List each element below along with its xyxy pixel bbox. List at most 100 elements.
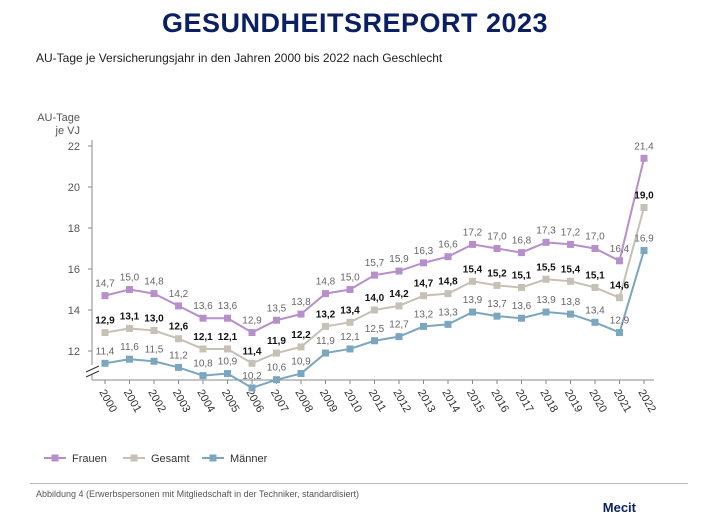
x-tick-label: 2000	[96, 388, 119, 415]
data-label: 12,9	[610, 316, 630, 327]
x-tick-label: 2016	[488, 388, 511, 415]
data-point	[591, 318, 599, 326]
data-point	[199, 345, 207, 353]
data-point	[199, 314, 207, 322]
data-label: 13,6	[512, 301, 532, 312]
data-point	[322, 349, 329, 357]
y-tick-label: 22	[68, 141, 80, 153]
data-point	[567, 240, 574, 248]
data-point	[346, 345, 354, 353]
data-point	[297, 370, 305, 378]
data-label: 12,9	[242, 316, 262, 327]
data-label: 15,2	[487, 268, 507, 279]
data-label: 16,8	[512, 236, 532, 247]
series-layer	[101, 154, 648, 392]
data-point	[199, 372, 207, 380]
data-label: 17,2	[561, 227, 581, 238]
data-point	[273, 376, 280, 384]
data-point	[150, 290, 158, 298]
data-label: 16,4	[610, 244, 630, 255]
data-label: 10,8	[193, 359, 213, 370]
data-label: 10,6	[267, 363, 287, 374]
legend-marker	[130, 454, 138, 462]
x-tick-label: 2005	[219, 388, 242, 415]
y-axis-title-line1: AU-Tage	[37, 112, 80, 124]
data-point	[150, 357, 158, 365]
data-point	[591, 283, 599, 291]
data-label: 12,1	[218, 332, 238, 343]
y-tick-label: 12	[68, 346, 80, 358]
data-point	[444, 320, 452, 328]
x-tick-label: 2008	[292, 388, 315, 415]
data-point	[322, 290, 329, 298]
y-axis: 12 14 16 18 20 22	[68, 140, 100, 380]
data-point	[273, 316, 280, 324]
data-label: 17,0	[585, 232, 605, 243]
data-point	[469, 308, 476, 316]
data-point	[542, 308, 550, 316]
data-label: 13,3	[438, 307, 458, 318]
data-label: 12,5	[365, 324, 385, 335]
data-point	[395, 333, 403, 341]
data-point	[420, 322, 427, 330]
data-point	[518, 314, 525, 322]
x-tick-label: 2017	[513, 388, 536, 415]
data-point	[640, 247, 648, 255]
data-point	[101, 329, 109, 337]
data-label: 13,1	[120, 311, 140, 322]
data-label: 17,2	[463, 227, 483, 238]
data-point	[518, 249, 525, 257]
data-label: 16,9	[634, 234, 654, 245]
data-label: 15,7	[365, 258, 385, 269]
legend-label: Frauen	[72, 453, 107, 465]
data-label: 19,0	[634, 191, 654, 202]
data-label: 13,5	[267, 303, 287, 314]
data-label: 11,2	[169, 350, 188, 361]
data-point	[420, 259, 427, 267]
y-axis-title-line2: je VJ	[55, 125, 80, 137]
data-label: 16,3	[414, 246, 434, 257]
data-point	[101, 359, 109, 367]
data-label: 10,9	[291, 357, 311, 368]
data-point	[616, 294, 623, 302]
data-label: 15,9	[389, 254, 409, 265]
data-label: 21,4	[634, 141, 654, 152]
data-point	[273, 349, 280, 357]
data-point	[101, 292, 109, 300]
data-label: 12,6	[169, 322, 189, 333]
data-point	[175, 302, 182, 310]
data-label: 12,1	[340, 332, 360, 343]
x-axis: 2000 2001 2002 2003 2004 2005 2006 2007 2008 2009…	[92, 379, 658, 415]
data-point	[567, 310, 574, 318]
data-point	[518, 283, 525, 291]
legend-marker	[209, 454, 217, 462]
data-label: 15,0	[340, 273, 360, 284]
legend-label: Gesamt	[151, 453, 190, 465]
x-tick-label: 2007	[268, 388, 291, 415]
data-point	[493, 281, 501, 289]
data-label: 12,2	[291, 330, 311, 341]
data-point	[395, 267, 403, 275]
x-tick-label: 2003	[170, 388, 193, 415]
data-point	[224, 314, 231, 322]
data-point	[493, 312, 501, 320]
data-label: 13,0	[144, 314, 164, 325]
data-point	[346, 318, 354, 326]
brand-label: Mecit	[602, 500, 636, 515]
data-label: 13,9	[463, 295, 483, 306]
data-point	[542, 238, 550, 246]
data-label: 15,4	[463, 264, 483, 275]
data-point	[542, 275, 550, 283]
data-label: 13,8	[561, 297, 581, 308]
legend-label: Männer	[230, 453, 268, 465]
data-label: 11,6	[120, 342, 139, 353]
data-label: 10,9	[218, 357, 238, 368]
data-point	[175, 363, 182, 371]
data-point	[616, 257, 623, 265]
data-point	[322, 322, 329, 330]
chart-subtitle: AU-Tage je Versicherungsjahr in den Jahr…	[36, 51, 443, 65]
data-label: 14,8	[144, 277, 164, 288]
data-point	[371, 271, 378, 279]
data-point	[444, 290, 452, 298]
